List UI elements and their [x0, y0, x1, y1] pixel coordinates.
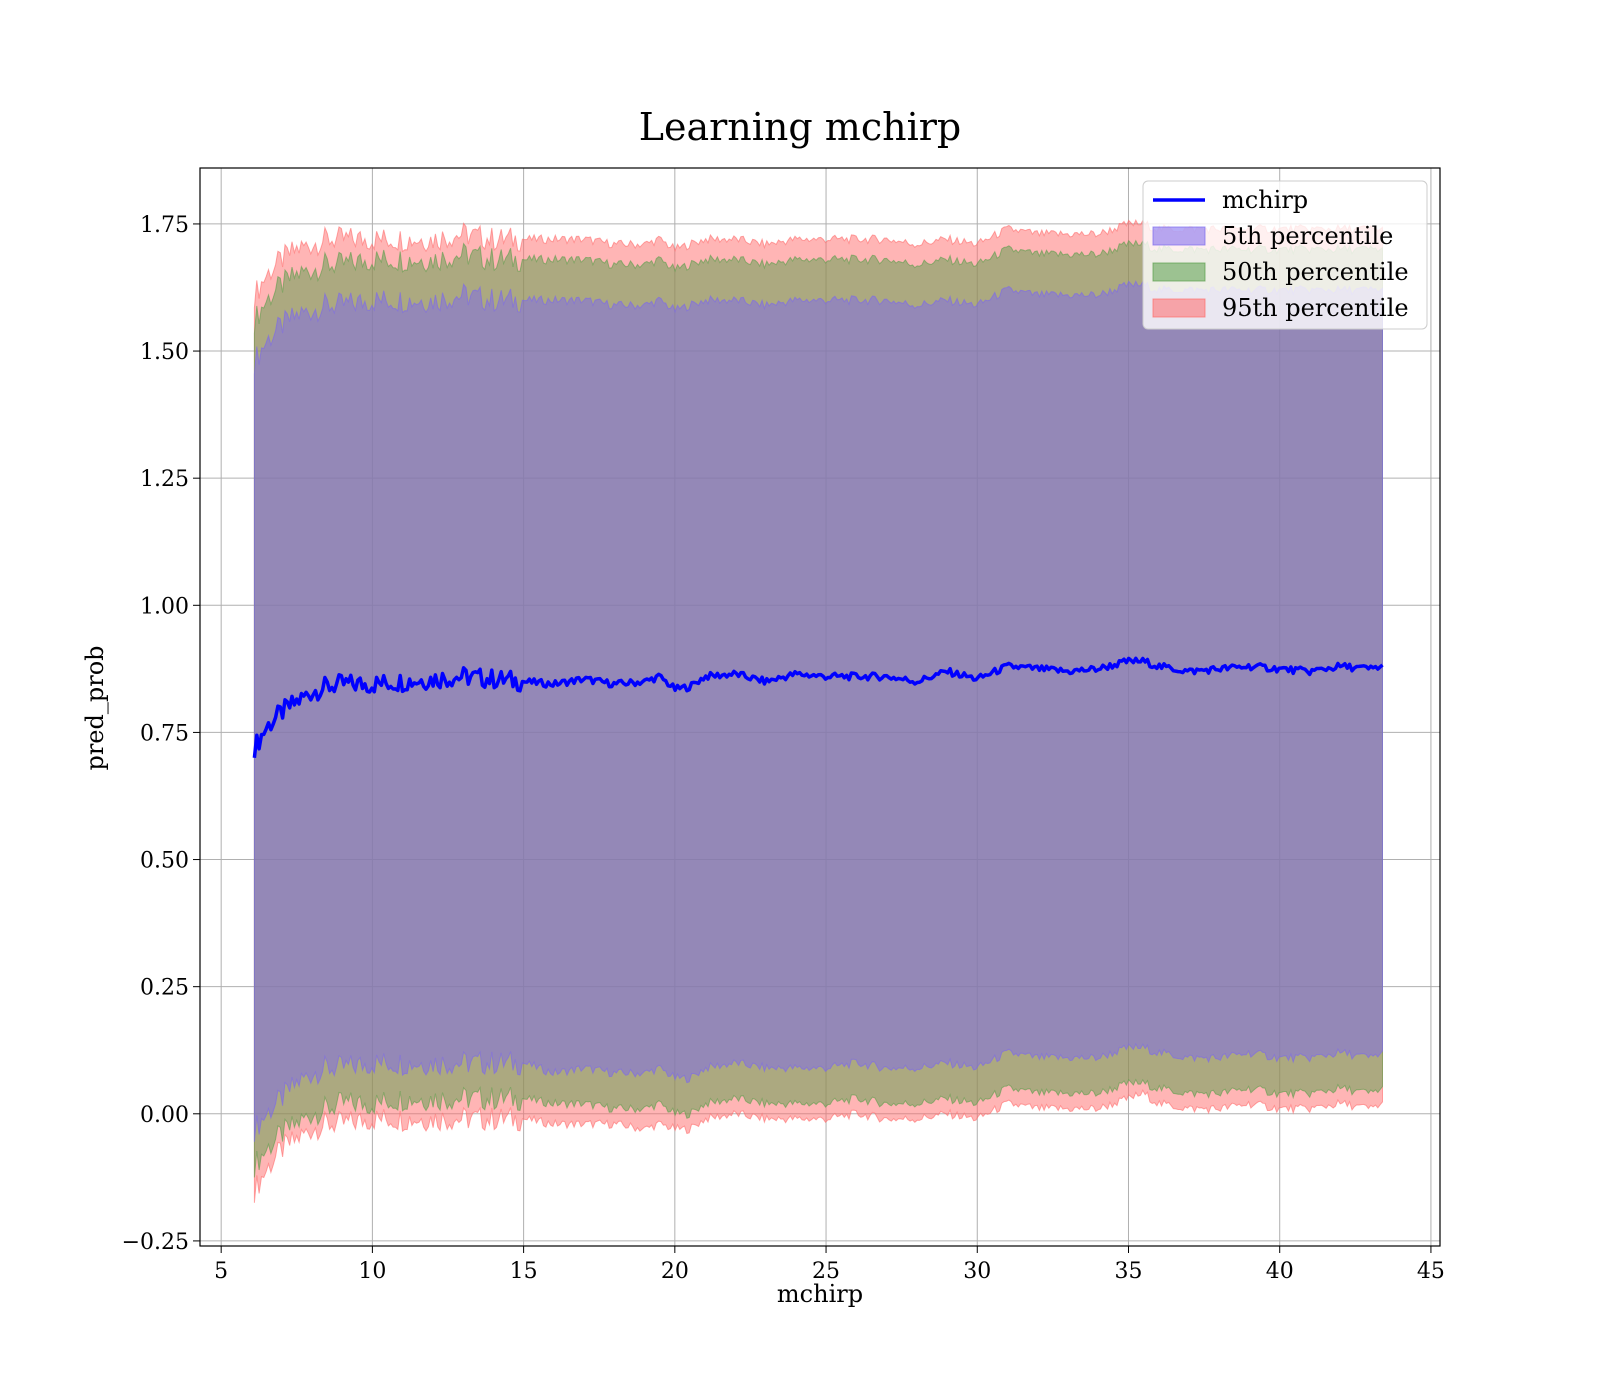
y-tick-label: 0.00 — [140, 1103, 189, 1128]
y-axis-ticks: −0.25 0.00 0.25 0.50 0.75 1.00 1.25 1.50 1.75 — [122, 213, 200, 1255]
y-tick-label: 1.75 — [140, 213, 189, 238]
y-tick-label: −0.25 — [122, 1230, 189, 1255]
y-tick-label: 1.50 — [140, 340, 189, 365]
percentile-bands — [253, 219, 1383, 1203]
y-tick-label: 1.00 — [140, 594, 189, 619]
y-tick-label: 1.25 — [140, 467, 189, 492]
x-tick-label: 40 — [1266, 1259, 1294, 1284]
legend-entry-label: 5th percentile — [1222, 222, 1393, 250]
x-tick-label: 45 — [1417, 1259, 1445, 1284]
y-axis-label: pred_prob — [81, 645, 109, 770]
legend-swatch-band — [1152, 298, 1206, 318]
legend-entry-label: 95th percentile — [1222, 294, 1409, 322]
x-tick-label: 30 — [963, 1259, 991, 1284]
x-tick-label: 20 — [661, 1259, 689, 1284]
y-tick-label: 0.50 — [140, 849, 189, 874]
x-tick-label: 25 — [812, 1259, 840, 1284]
x-tick-label: 35 — [1114, 1259, 1142, 1284]
legend-swatch-band — [1152, 226, 1206, 246]
x-tick-label: 15 — [510, 1259, 538, 1284]
band-5th-percentile — [253, 280, 1383, 1142]
x-tick-label: 10 — [358, 1259, 386, 1284]
plot-frame — [199, 167, 1441, 1247]
legend-entry-label: 50th percentile — [1222, 258, 1409, 286]
series-lines — [252, 656, 1384, 758]
chart-title: Learning mchirp — [639, 105, 961, 149]
series-line-mchirp — [252, 656, 1384, 758]
x-axis-ticks: 5 10 15 20 25 30 35 40 45 — [214, 1246, 1445, 1284]
y-tick-label: 0.75 — [140, 721, 189, 746]
y-tick-label: 0.25 — [140, 976, 189, 1001]
legend-frame — [1142, 180, 1428, 330]
legend-entry-label: mchirp — [1222, 186, 1308, 214]
x-tick-label: 5 — [214, 1259, 228, 1284]
legend: mchirp 5th percentile 50th percentile 95… — [1142, 180, 1428, 330]
legend-swatch-band — [1152, 262, 1206, 282]
x-axis-label: mchirp — [777, 1280, 863, 1308]
